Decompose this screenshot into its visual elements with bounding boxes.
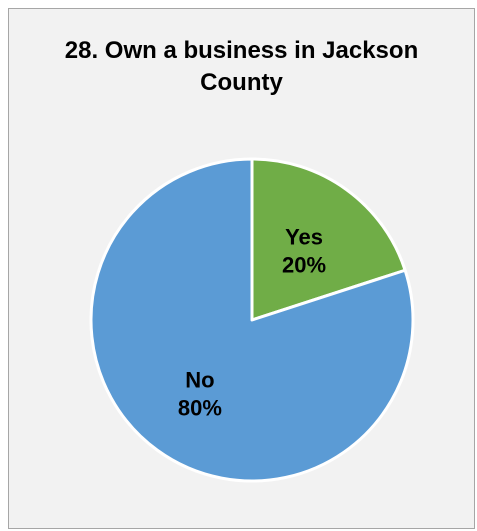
pie-slice-yes (250, 157, 407, 322)
slice-value-yes: 20% (282, 252, 326, 277)
chart-frame: 28. Own a business in Jackson County Yes… (8, 8, 475, 529)
chart-title: 28. Own a business in Jackson County (64, 37, 419, 96)
pie-slice-no (89, 157, 415, 483)
slice-label-no: No (185, 368, 214, 393)
slice-label-yes: Yes (285, 224, 323, 249)
pie-chart: Yes 20% No 80% (89, 157, 415, 483)
slice-value-no: 80% (178, 396, 222, 421)
